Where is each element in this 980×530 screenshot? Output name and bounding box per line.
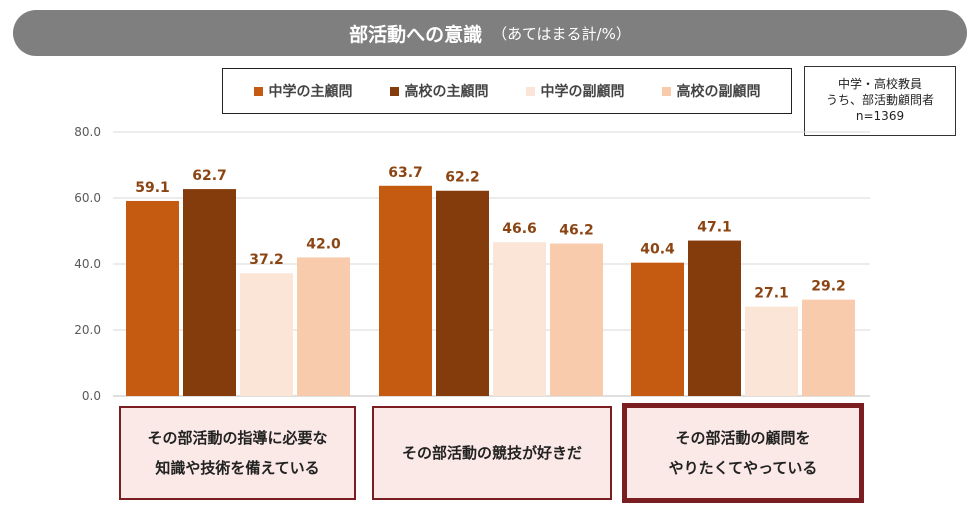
bar xyxy=(240,273,293,396)
legend-swatch xyxy=(253,86,263,96)
category-label-line: その部活動の指導に必要な xyxy=(147,429,328,447)
sample-size: n=1369 xyxy=(855,109,905,123)
chart-title-bar: 部活動への意識 （あてはまる計/%） xyxy=(13,10,967,56)
legend-label: 高校の副顧問 xyxy=(676,84,761,100)
bar xyxy=(183,189,236,396)
sample-note: 中学・高校教員 うち、部活動顧問者 n=1369 xyxy=(804,66,956,136)
bar xyxy=(297,257,350,396)
category-label-like-sport: その部活動の競技が好きだ xyxy=(372,406,612,500)
bar xyxy=(688,240,741,396)
category-label-line: その部活動の競技が好きだ xyxy=(401,444,582,462)
category-label-want-to-advise: その部活動の顧問を やりたくてやっている xyxy=(622,403,864,503)
legend-label: 中学の副顧問 xyxy=(540,84,625,100)
bar xyxy=(745,306,798,396)
chart-title: 部活動への意識 xyxy=(349,23,483,46)
category-label-line: やりたくてやっている xyxy=(668,459,818,477)
bar xyxy=(379,185,432,396)
bar xyxy=(436,190,489,396)
bar xyxy=(550,243,603,396)
chart-subtitle: （あてはまる計/%） xyxy=(492,24,631,43)
legend-swatch xyxy=(389,86,399,96)
bar xyxy=(631,262,684,396)
data-label: 42.0 xyxy=(306,236,341,252)
y-tick-label: 80.0 xyxy=(74,125,101,139)
legend-item: 高校の副顧問 xyxy=(661,81,761,101)
legend: 中学の主顧問 高校の主顧問 中学の副顧問 高校の副顧問 xyxy=(222,68,792,114)
data-label: 62.7 xyxy=(192,168,227,184)
bar xyxy=(493,242,546,396)
legend-item: 中学の主顧問 xyxy=(253,81,353,101)
y-tick-label: 60.0 xyxy=(74,191,101,205)
y-tick-label: 20.0 xyxy=(74,323,101,337)
bar-chart: 0.0 20.0 40.0 60.0 80.0 59.1 63.7 40.4 62.7 62.2 4… xyxy=(74,125,870,403)
data-label: 29.2 xyxy=(811,279,846,295)
bar xyxy=(802,299,855,396)
data-label: 62.2 xyxy=(445,170,480,186)
data-label: 63.7 xyxy=(388,165,423,181)
legend-label: 高校の主顧問 xyxy=(404,84,489,100)
category-label-line: その部活動の顧問を xyxy=(675,429,811,447)
data-label: 59.1 xyxy=(135,180,170,196)
data-label: 27.1 xyxy=(754,286,789,302)
data-label: 46.2 xyxy=(559,223,594,239)
data-label: 37.2 xyxy=(249,252,284,268)
legend-swatch xyxy=(661,86,671,96)
y-tick-label: 40.0 xyxy=(74,257,101,271)
category-label-knowledge: その部活動の指導に必要な 知識や技術を備えている xyxy=(119,406,356,500)
bar xyxy=(126,200,179,396)
category-label-line: 知識や技術を備えている xyxy=(155,459,320,477)
data-label: 47.1 xyxy=(697,220,732,236)
legend-swatch xyxy=(525,86,535,96)
legend-label: 中学の主顧問 xyxy=(268,84,353,100)
legend-item: 高校の主顧問 xyxy=(389,81,489,101)
y-tick-label: 0.0 xyxy=(82,389,101,403)
data-label: 46.6 xyxy=(502,221,537,237)
data-label: 40.4 xyxy=(640,242,675,258)
legend-item: 中学の副顧問 xyxy=(525,81,625,101)
sample-line: うち、部活動顧問者 xyxy=(825,93,934,107)
sample-line: 中学・高校教員 xyxy=(837,77,922,91)
